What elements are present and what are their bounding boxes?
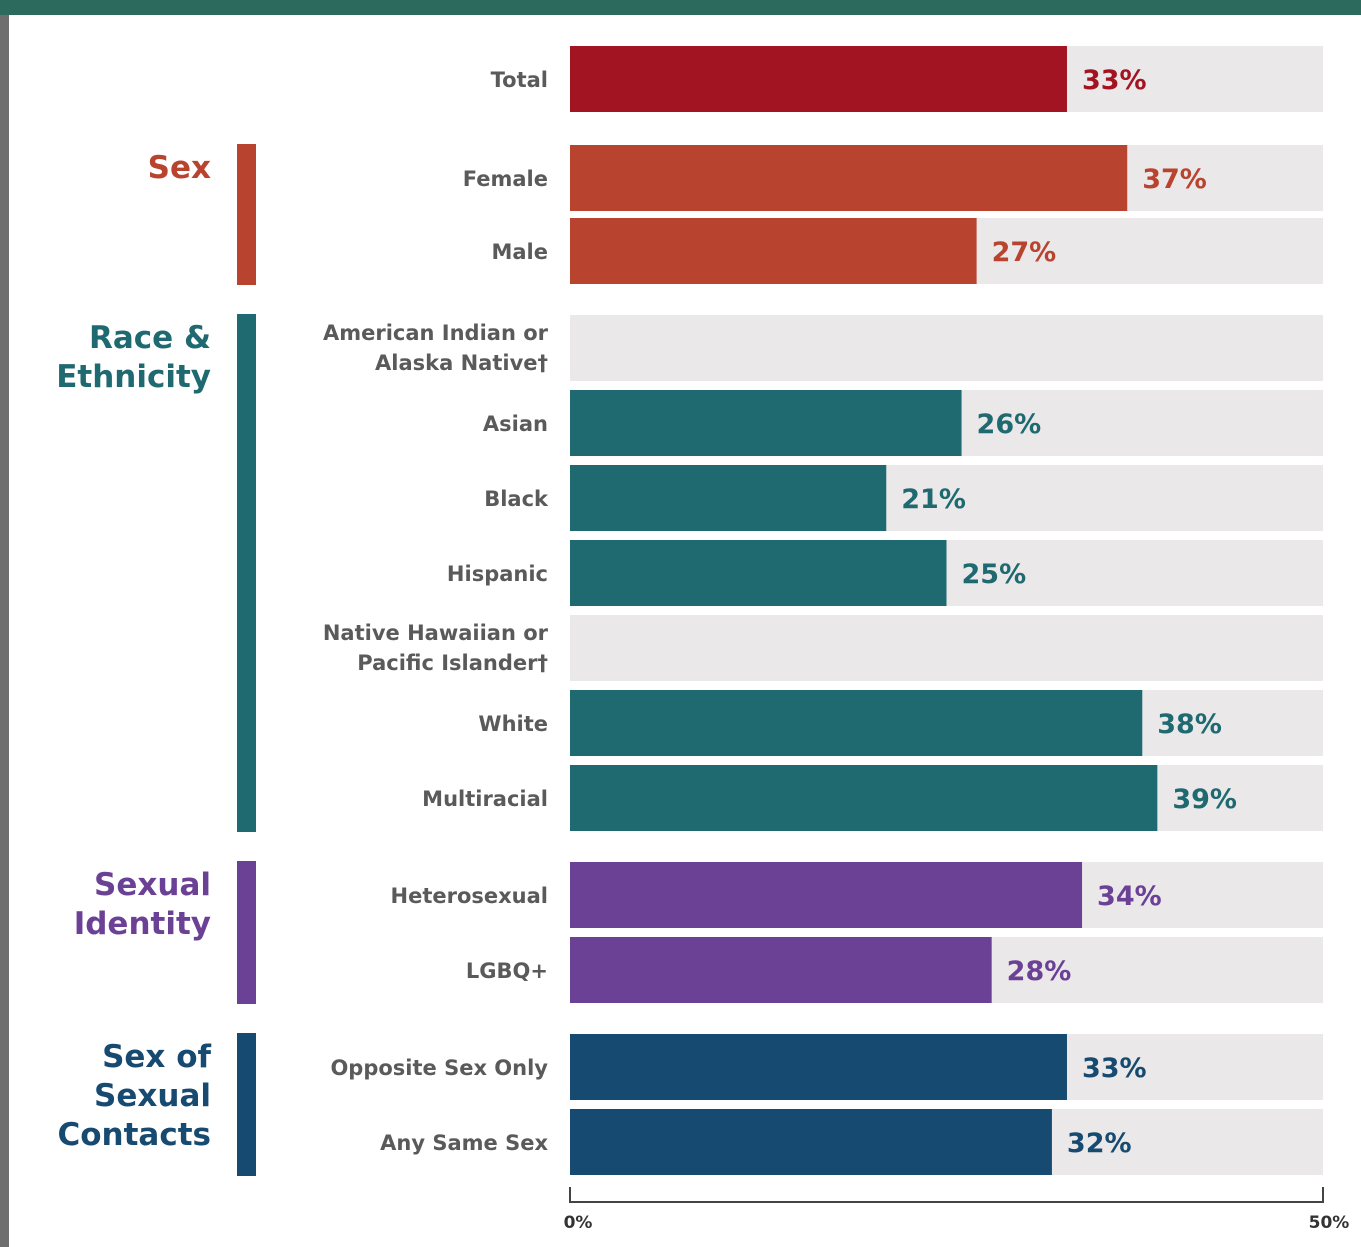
bar — [570, 218, 977, 284]
bar-track — [570, 615, 1323, 681]
bar — [570, 46, 1067, 112]
bar — [570, 1034, 1067, 1100]
value-label: 39% — [1172, 784, 1237, 815]
category-label: American Indian or — [323, 321, 549, 345]
category-label: Male — [491, 240, 548, 264]
group-marker — [237, 1033, 256, 1176]
category-label: LGBQ+ — [466, 959, 548, 983]
bar — [570, 145, 1128, 211]
group-label: Sex — [148, 150, 211, 186]
bar — [570, 540, 947, 606]
value-label: 38% — [1157, 709, 1222, 740]
category-label: Native Hawaiian or — [323, 621, 549, 645]
value-label: 26% — [977, 409, 1042, 440]
header-bar — [0, 0, 1361, 15]
category-label: Multiracial — [422, 787, 548, 811]
value-label: 33% — [1082, 1053, 1147, 1084]
bar — [570, 390, 962, 456]
value-label: 21% — [901, 484, 966, 515]
group-label: Identity — [74, 906, 211, 942]
category-label: Opposite Sex Only — [330, 1056, 548, 1080]
category-label: Total — [491, 68, 548, 92]
value-label: 34% — [1097, 881, 1162, 912]
group-label: Sexual — [94, 1078, 211, 1114]
bar — [570, 465, 887, 531]
x-tick-label: 0% — [564, 1213, 593, 1233]
category-label: Asian — [483, 412, 548, 436]
category-label: Hispanic — [447, 562, 548, 586]
category-label: White — [478, 712, 548, 736]
group-marker — [237, 144, 256, 285]
value-label: 37% — [1142, 164, 1207, 195]
category-label: Black — [484, 487, 549, 511]
category-label: Pacific Islander† — [357, 651, 548, 675]
bar — [570, 690, 1143, 756]
category-label: Heterosexual — [391, 884, 549, 908]
group-marker — [237, 314, 256, 832]
value-label: 27% — [992, 237, 1057, 268]
category-label: Female — [463, 167, 548, 191]
group-label: Sex of — [102, 1039, 211, 1075]
x-tick-label: 50% — [1309, 1213, 1350, 1233]
bar — [570, 937, 992, 1003]
value-label: 33% — [1082, 65, 1147, 96]
category-label: Any Same Sex — [380, 1131, 548, 1155]
value-label: 28% — [1007, 956, 1072, 987]
bar — [570, 862, 1083, 928]
value-label: 25% — [962, 559, 1027, 590]
group-label: Race & — [89, 320, 211, 356]
category-label: Alaska Native† — [375, 351, 548, 375]
group-label: Sexual — [94, 867, 211, 903]
group-label: Contacts — [57, 1117, 211, 1153]
group-marker — [237, 861, 256, 1004]
bar — [570, 1109, 1052, 1175]
bar — [570, 765, 1158, 831]
group-label: Ethnicity — [56, 359, 211, 395]
value-label: 32% — [1067, 1128, 1132, 1159]
bar-track — [570, 315, 1323, 381]
